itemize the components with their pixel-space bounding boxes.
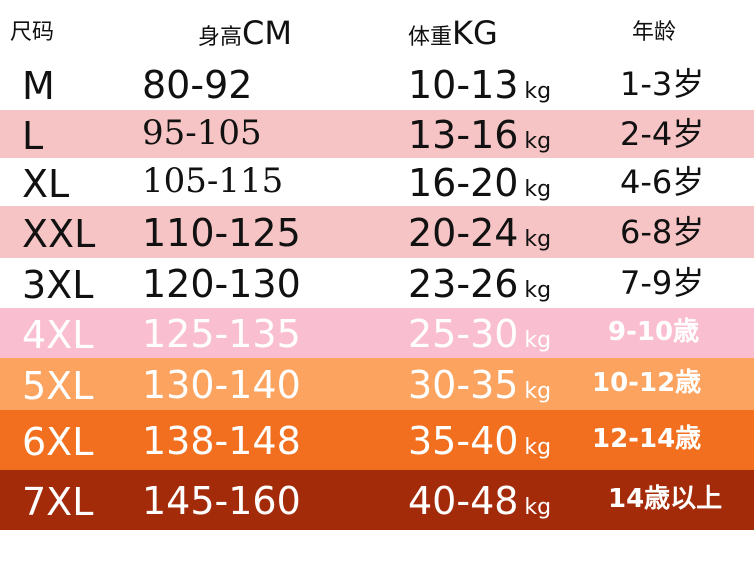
weight-cell: 30-35 kg: [408, 366, 551, 404]
header-height-unit: CM: [242, 14, 292, 52]
height-cell: 80-92: [142, 63, 253, 107]
table-row: 3XL 120-130 23-26 kg 7-9岁: [0, 258, 754, 308]
weight-unit: kg: [524, 379, 552, 404]
weight-value: 20-24: [408, 211, 519, 255]
age-cell: 9-10歳: [608, 317, 700, 347]
weight-value: 30-35: [408, 363, 519, 407]
weight-cell: 25-30 kg: [408, 315, 551, 353]
age-cell: 4-6岁: [620, 163, 705, 201]
header-height: 身高CM: [198, 14, 292, 52]
weight-unit: kg: [524, 79, 552, 104]
header-age-label: 年龄: [632, 20, 677, 45]
weight-unit: kg: [524, 227, 552, 252]
weight-value: 10-13: [408, 63, 519, 107]
header-row: 尺码 身高CM 体重KG 年龄: [0, 0, 754, 58]
age-cell: 1-3岁: [620, 65, 705, 103]
size-cell: 4XL: [22, 313, 94, 357]
size-cell: L: [22, 114, 44, 158]
weight-unit: kg: [524, 129, 552, 154]
height-cell: 138-148: [142, 419, 301, 463]
weight-cell: 35-40 kg: [408, 422, 551, 460]
age-cell: 2-4岁: [620, 115, 705, 153]
weight-unit: kg: [524, 177, 552, 202]
height-cell: 125-135: [142, 312, 301, 356]
weight-cell: 10-13 kg: [408, 66, 551, 104]
weight-value: 25-30: [408, 312, 519, 356]
table-row: 5XL 130-140 30-35 kg 10-12歳: [0, 358, 754, 410]
size-cell: XXL: [22, 212, 96, 256]
table-row: 6XL 138-148 35-40 kg 12-14歳: [0, 410, 754, 470]
weight-unit: kg: [524, 495, 552, 520]
age-cell: 14歳以上: [608, 484, 723, 514]
weight-value: 13-16: [408, 113, 519, 157]
table-row: L 95-105 13-16 kg 2-4岁: [0, 110, 754, 158]
header-size-label: 尺码: [10, 20, 55, 45]
weight-value: 35-40: [408, 419, 519, 463]
table-row: M 80-92 10-13 kg 1-3岁: [0, 58, 754, 110]
weight-unit: kg: [524, 328, 552, 353]
height-cell: 95-105: [142, 113, 262, 153]
weight-cell: 20-24 kg: [408, 214, 551, 252]
age-cell: 10-12歳: [592, 368, 702, 398]
height-cell: 120-130: [142, 262, 301, 306]
weight-unit: kg: [524, 435, 552, 460]
size-cell: XL: [22, 162, 70, 206]
weight-cell: 40-48 kg: [408, 482, 551, 520]
height-cell: 105-115: [142, 161, 284, 201]
age-cell: 12-14歳: [592, 424, 702, 454]
size-cell: 5XL: [22, 364, 94, 408]
size-cell: 3XL: [22, 263, 94, 307]
header-age: 年龄: [632, 14, 676, 46]
weight-value: 40-48: [408, 479, 519, 523]
weight-cell: 13-16 kg: [408, 116, 551, 154]
header-weight-label: 体重: [408, 25, 453, 50]
age-cell: 7-9岁: [620, 264, 705, 302]
table-row: 7XL 145-160 40-48 kg 14歳以上: [0, 470, 754, 530]
table-row: XXL 110-125 20-24 kg 6-8岁: [0, 206, 754, 258]
size-cell: 6XL: [22, 420, 94, 464]
weight-cell: 16-20 kg: [408, 164, 551, 202]
height-cell: 130-140: [142, 363, 301, 407]
table-row: XL 105-115 16-20 kg 4-6岁: [0, 158, 754, 206]
header-weight-unit: KG: [452, 14, 498, 52]
height-cell: 110-125: [142, 211, 301, 255]
weight-value: 23-26: [408, 262, 519, 306]
weight-unit: kg: [524, 278, 552, 303]
age-cell: 6-8岁: [620, 213, 705, 251]
header-size: 尺码: [10, 14, 54, 46]
weight-value: 16-20: [408, 161, 519, 205]
header-height-label: 身高: [198, 25, 243, 50]
header-weight: 体重KG: [408, 14, 498, 52]
size-cell: 7XL: [22, 480, 94, 524]
table-row: 4XL 125-135 25-30 kg 9-10歳: [0, 308, 754, 358]
height-cell: 145-160: [142, 479, 301, 523]
size-cell: M: [22, 64, 55, 108]
weight-cell: 23-26 kg: [408, 265, 551, 303]
